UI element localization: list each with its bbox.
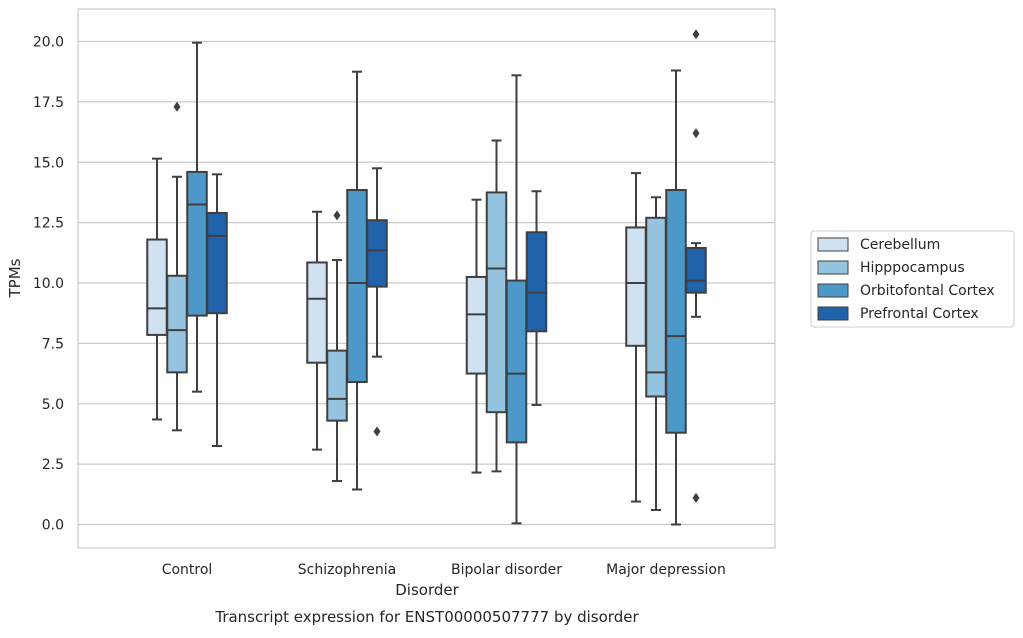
box-orbitofontal-cortex	[505, 74, 528, 525]
box	[685, 246, 707, 294]
box	[525, 231, 548, 333]
box	[326, 349, 348, 422]
y-tick-label: 0.0	[42, 518, 64, 534]
box-cerebellum	[306, 210, 328, 451]
box-hipppocampus	[645, 196, 667, 512]
y-tick-label: 17.5	[33, 95, 64, 111]
box-cerebellum	[465, 198, 488, 474]
legend-label: Orbitofontal Cortex	[860, 283, 995, 299]
box-prefrontal-cortex	[206, 173, 228, 448]
y-tick-label: 7.5	[42, 336, 64, 352]
x-tick-label: Schizophrenia	[298, 562, 396, 578]
box	[485, 191, 508, 414]
box	[346, 189, 368, 384]
outlier-point	[173, 101, 181, 112]
y-tick-label: 10.0	[33, 276, 64, 292]
boxes	[146, 29, 707, 526]
outlier-point	[373, 426, 381, 437]
box-hipppocampus	[485, 139, 508, 473]
box	[206, 211, 228, 315]
x-tick-label: Major depression	[606, 562, 726, 578]
x-tick-label: Bipolar disorder	[451, 562, 562, 578]
legend-swatch	[817, 283, 849, 298]
y-tick-label: 15.0	[33, 155, 64, 171]
y-axis-label: TPMs	[6, 258, 24, 298]
box	[366, 219, 388, 288]
x-tick-label: Control	[162, 562, 213, 578]
legend-label: Cerebellum	[860, 237, 940, 253]
box	[465, 275, 488, 375]
box	[505, 279, 528, 444]
box-prefrontal-cortex	[525, 190, 548, 406]
box	[166, 274, 188, 374]
legend-frame	[810, 230, 1015, 328]
legend-label: Hipppocampus	[860, 260, 965, 276]
y-tick-label: 2.5	[42, 457, 64, 473]
box	[186, 170, 208, 317]
y-tick-label: 20.0	[33, 35, 64, 51]
box-prefrontal-cortex	[685, 29, 707, 503]
legend-swatch	[817, 237, 849, 252]
box	[625, 226, 647, 347]
y-tick-label: 12.5	[33, 216, 64, 232]
box-hipppocampus	[326, 210, 348, 483]
y-tick-labels: 0.0 2.5 5.0 7.5 10.0 12.5 15.0 17.5 20.0	[33, 35, 64, 534]
box-orbitofontal-cortex	[186, 41, 208, 393]
x-tick-labels: Control Schizophrenia Bipolar disorder Majo…	[162, 562, 726, 578]
legend: Cerebellum Hipppocampus Orbitofontal Corte…	[810, 230, 1015, 328]
outlier-point	[692, 29, 700, 40]
outlier-point	[692, 128, 700, 139]
box	[645, 216, 667, 398]
box	[146, 238, 168, 336]
legend-swatch	[817, 306, 849, 321]
outlier-point	[692, 492, 700, 503]
y-tick-label: 5.0	[42, 397, 64, 413]
x-axis-label: Disorder	[395, 581, 459, 599]
legend-label: Prefrontal Cortex	[860, 306, 979, 322]
box-hipppocampus	[166, 101, 188, 432]
chart-caption: Transcript expression for ENST0000050777…	[214, 608, 639, 626]
box-orbitofontal-cortex	[665, 69, 687, 526]
outlier-point	[333, 210, 341, 221]
box-cerebellum	[146, 157, 168, 421]
box-cerebellum	[625, 172, 647, 503]
box	[665, 189, 687, 434]
box	[306, 261, 328, 364]
box-prefrontal-cortex	[366, 167, 388, 437]
legend-swatch	[817, 260, 849, 275]
